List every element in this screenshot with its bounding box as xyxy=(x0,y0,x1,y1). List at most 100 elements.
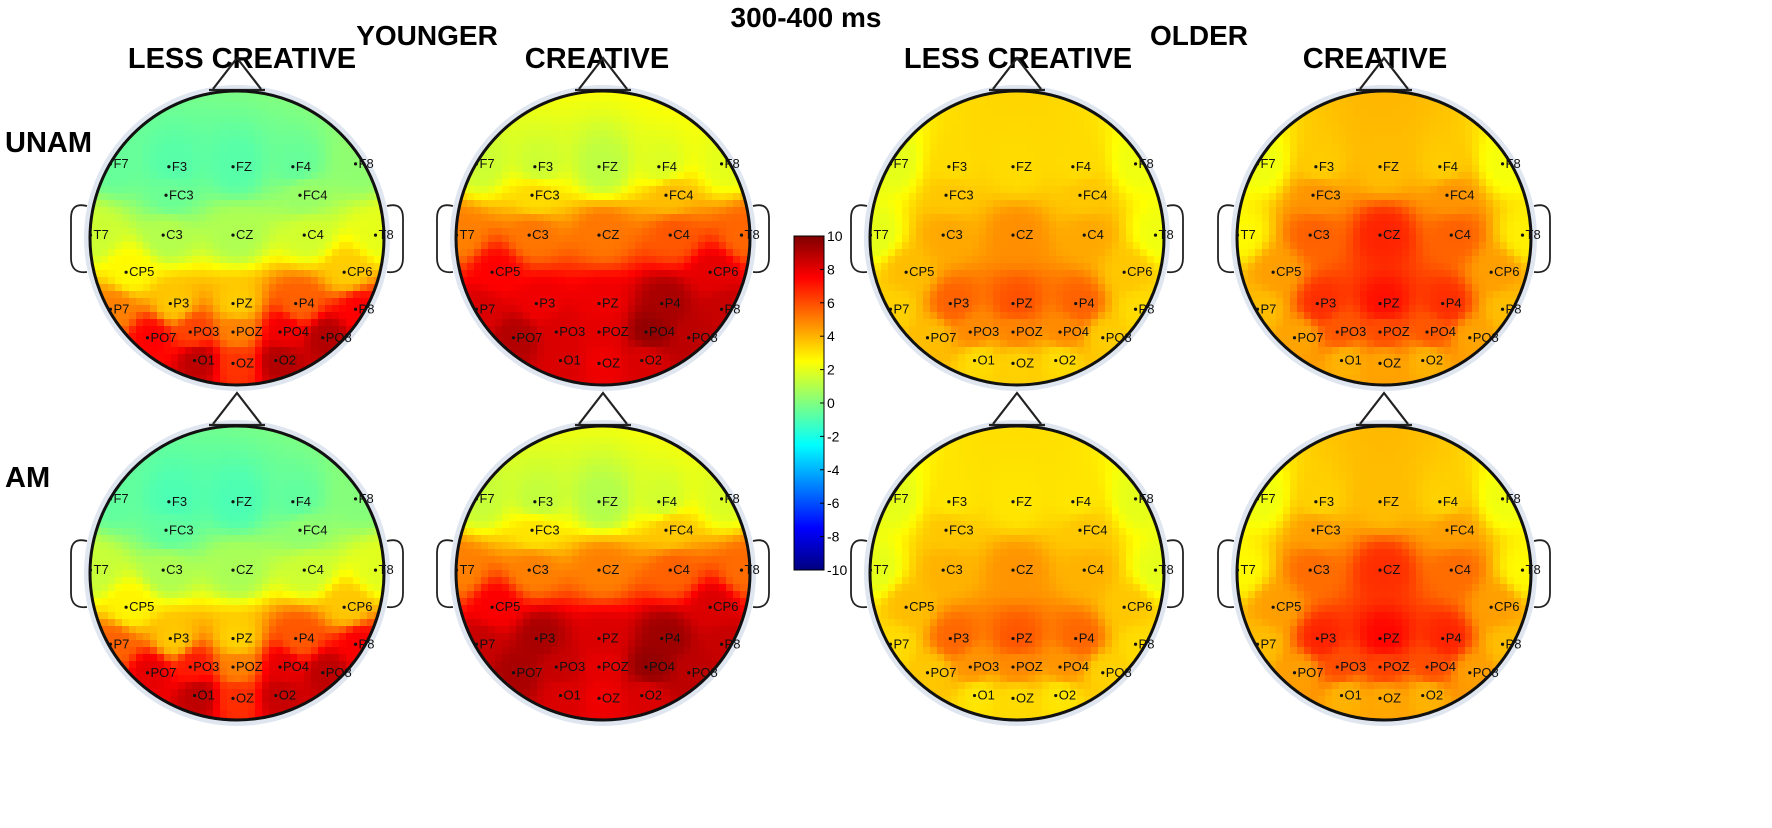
electrode-label-po3: PO3 xyxy=(559,324,585,339)
left-ear-outline xyxy=(1217,539,1235,609)
electrode-dot-o2 xyxy=(274,358,278,363)
electrode-dot-poz xyxy=(1011,665,1015,669)
electrode-label-fc4: FC4 xyxy=(1450,187,1475,202)
electrode-label-p3: P3 xyxy=(539,296,555,311)
nose-outline xyxy=(212,391,262,425)
electrode-label-cz: CZ xyxy=(602,227,619,242)
electrode-dot-cz xyxy=(231,568,235,572)
electrode-dot-t8 xyxy=(739,568,744,572)
electrode-label-cp5: CP5 xyxy=(129,599,154,614)
electrode-label-t8: T8 xyxy=(745,562,760,577)
electrode-label-t7: T7 xyxy=(874,562,889,577)
electrode-label-f4: F4 xyxy=(1076,494,1091,509)
electrode-label-poz: POZ xyxy=(602,659,629,674)
electrode-label-oz: OZ xyxy=(1383,355,1401,370)
electrode-label-f4: F4 xyxy=(296,159,311,174)
electrode-dot-oz xyxy=(1011,696,1015,701)
electrode-label-fc4: FC4 xyxy=(303,187,328,202)
electrode-label-f3: F3 xyxy=(952,159,967,174)
colorbar-tick-label: -4 xyxy=(827,462,840,478)
electrode-label-p3: P3 xyxy=(1320,631,1336,646)
electrode-label-f3: F3 xyxy=(172,159,187,174)
electrode-dot-cz xyxy=(231,233,235,237)
electrode-dot-c3 xyxy=(527,568,531,572)
electrode-dot-c4 xyxy=(668,233,672,237)
electrode-label-c4: C4 xyxy=(307,562,324,577)
electrode-dot-po4 xyxy=(1058,665,1062,669)
electrode-dot-o1 xyxy=(558,693,563,698)
electrode-label-o2: O2 xyxy=(645,353,662,368)
electrode-dot-t8 xyxy=(1520,233,1525,237)
electrode-dot-poz xyxy=(231,330,235,334)
electrode-label-c3: C3 xyxy=(946,562,963,577)
topomap-am-older-creative: F7 F3 FZ F4 F8 FC3 FC4 T7 C3 CZ C4 T8 CP5 CP6 P7 P3 PZ P4… xyxy=(1217,391,1551,726)
electrode-dot-p7 xyxy=(108,642,113,646)
electrode-label-fz: FZ xyxy=(1016,494,1032,509)
electrode-dot-p3 xyxy=(1315,301,1319,306)
electrode-dot-po4 xyxy=(278,330,282,334)
electrode-label-cp6: CP6 xyxy=(1494,264,1519,279)
electrode-dot-po7 xyxy=(925,336,930,340)
electrode-dot-p7 xyxy=(474,307,479,311)
head-outline xyxy=(1235,424,1533,722)
electrode-dot-p3 xyxy=(168,636,172,641)
electrode-label-c4: C4 xyxy=(673,227,690,242)
electrode-label-f7: F7 xyxy=(113,156,128,171)
electrode-label-fc4: FC4 xyxy=(303,522,328,537)
electrode-label-fc4: FC4 xyxy=(669,522,694,537)
electrode-dot-cz xyxy=(1011,568,1015,572)
electrode-label-c4: C4 xyxy=(307,227,324,242)
electrode-dot-t8 xyxy=(1153,233,1158,237)
electrode-dot-c3 xyxy=(1308,233,1312,237)
electrode-label-fc4: FC4 xyxy=(1083,187,1108,202)
colorbar-tick-label: 4 xyxy=(827,328,835,344)
electrode-label-f8: F8 xyxy=(1506,156,1521,171)
electrode-label-cz: CZ xyxy=(236,227,253,242)
column-label-younger-less-creative: LESS CREATIVE xyxy=(127,43,357,75)
electrode-label-t8: T8 xyxy=(745,227,760,242)
electrode-label-p8: P8 xyxy=(725,636,741,651)
left-ear-outline xyxy=(850,539,868,609)
figure-title: 300-400 ms xyxy=(730,2,882,33)
electrode-label-fz: FZ xyxy=(1383,159,1399,174)
electrode-dot-o1 xyxy=(1339,693,1344,698)
electrode-dot-p4 xyxy=(1441,301,1445,306)
electrode-label-po7: PO7 xyxy=(517,665,543,680)
electrode-label-poz: POZ xyxy=(1016,659,1043,674)
electrode-dot-p3 xyxy=(1315,636,1319,641)
electrode-label-c3: C3 xyxy=(1313,227,1330,242)
electrode-dot-pz xyxy=(231,301,235,306)
electrode-dot-p7 xyxy=(108,307,113,311)
topomap-am-younger-creative: F7 F3 FZ F4 F8 FC3 FC4 T7 C3 CZ C4 T8 CP5 CP6 P7 P3 PZ P4… xyxy=(436,391,770,726)
electrode-dot-oz xyxy=(1378,696,1382,701)
electrode-dot-cp6 xyxy=(342,270,346,274)
electrode-dot-f8 xyxy=(353,162,358,166)
electrode-dot-fc4 xyxy=(1078,193,1082,197)
electrode-dot-p4 xyxy=(1074,301,1078,306)
electrode-label-o1: O1 xyxy=(1345,688,1362,703)
electrode-label-t7: T7 xyxy=(1241,562,1256,577)
electrode-dot-f7 xyxy=(1255,162,1260,166)
electrode-dot-cp5 xyxy=(904,605,908,609)
electrode-label-pz: PZ xyxy=(236,296,253,311)
electrode-dot-po8 xyxy=(687,671,691,675)
electrode-label-c3: C3 xyxy=(166,562,183,577)
nose-outline xyxy=(212,56,262,90)
electrode-label-poz: POZ xyxy=(236,659,263,674)
electrode-dot-p8 xyxy=(353,307,358,311)
electrode-dot-f8 xyxy=(719,497,724,501)
electrode-dot-t7 xyxy=(88,233,93,237)
topomap-unam-younger-less-creative: F7 F3 FZ F4 F8 FC3 FC4 T7 C3 CZ C4 T8 CP5 CP6 P7 P3 PZ P4… xyxy=(70,56,404,391)
electrode-label-o2: O2 xyxy=(1059,353,1076,368)
right-ear-outline xyxy=(1533,539,1551,609)
left-ear-outline xyxy=(850,204,868,274)
electrode-dot-o2 xyxy=(640,358,644,363)
electrode-dot-p3 xyxy=(168,301,172,306)
electrode-label-f3: F3 xyxy=(172,494,187,509)
electrode-dot-fc4 xyxy=(298,528,302,532)
electrode-label-fc3: FC3 xyxy=(1316,522,1341,537)
electrode-label-p8: P8 xyxy=(1506,301,1522,316)
electrode-dot-t7 xyxy=(868,568,873,572)
electrode-dot-po4 xyxy=(644,330,648,334)
electrode-dot-f3 xyxy=(167,165,171,169)
